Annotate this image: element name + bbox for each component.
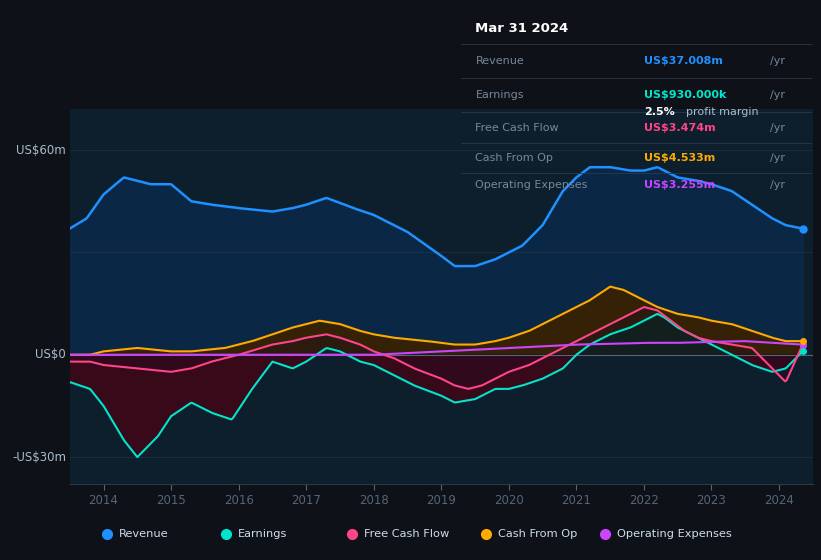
Text: Operating Expenses: Operating Expenses <box>475 180 588 190</box>
Text: Revenue: Revenue <box>119 529 168 539</box>
Text: /yr: /yr <box>770 123 785 133</box>
Text: US$37.008m: US$37.008m <box>644 56 722 66</box>
Text: /yr: /yr <box>770 56 785 66</box>
Text: -US$30m: -US$30m <box>12 451 66 464</box>
Text: Mar 31 2024: Mar 31 2024 <box>475 22 569 35</box>
Text: Free Cash Flow: Free Cash Flow <box>364 529 449 539</box>
Text: US$3.474m: US$3.474m <box>644 123 715 133</box>
Text: Free Cash Flow: Free Cash Flow <box>475 123 559 133</box>
Text: Cash From Op: Cash From Op <box>475 153 553 164</box>
Text: US$3.255m: US$3.255m <box>644 180 715 190</box>
Text: US$930.000k: US$930.000k <box>644 90 726 100</box>
Text: Earnings: Earnings <box>238 529 287 539</box>
Text: Earnings: Earnings <box>475 90 524 100</box>
Text: Cash From Op: Cash From Op <box>498 529 577 539</box>
Text: US$0: US$0 <box>35 348 66 361</box>
Text: 2.5%: 2.5% <box>644 108 674 118</box>
Text: US$60m: US$60m <box>16 143 66 157</box>
Text: US$4.533m: US$4.533m <box>644 153 715 164</box>
Text: /yr: /yr <box>770 180 785 190</box>
Text: Operating Expenses: Operating Expenses <box>617 529 732 539</box>
Text: /yr: /yr <box>770 90 785 100</box>
Text: profit margin: profit margin <box>686 108 759 118</box>
Text: Revenue: Revenue <box>475 56 524 66</box>
Text: /yr: /yr <box>770 153 785 164</box>
